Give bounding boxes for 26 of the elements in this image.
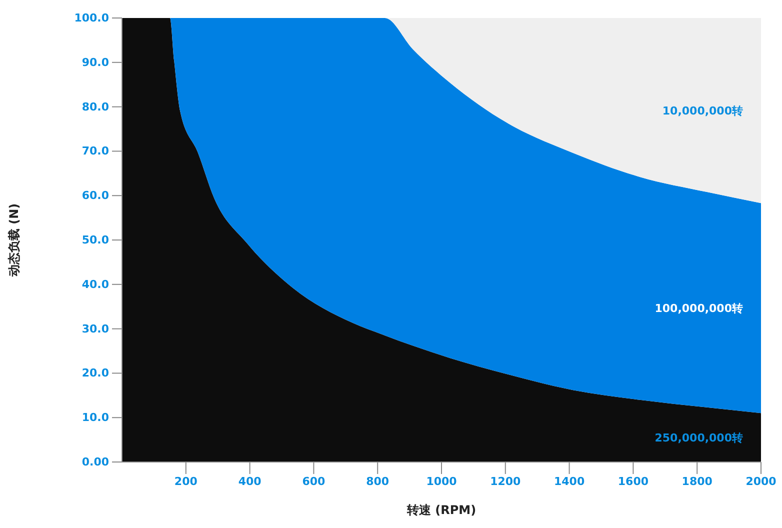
x-tick-label: 600 (302, 474, 326, 488)
y-tick-label: 30.0 (82, 322, 110, 336)
x-tick-label: 800 (366, 474, 390, 488)
y-tick-label: 20.0 (82, 366, 110, 380)
y-tick-label: 50.0 (82, 234, 110, 247)
series-label: 250,000,000转 (654, 431, 743, 444)
x-axis-title: 转速 (RPM) (406, 503, 476, 517)
x-tick-label: 400 (238, 474, 262, 488)
x-tick-label: 1600 (618, 474, 649, 488)
x-tick-label: 200 (174, 474, 198, 488)
x-tick-label: 1200 (490, 474, 522, 488)
series-label: 10,000,000转 (662, 104, 743, 118)
y-tick-label: 40.0 (82, 278, 110, 291)
series-label: 100,000,000转 (654, 302, 743, 316)
y-tick-label: 60.0 (82, 189, 110, 202)
x-tick-label: 1800 (682, 474, 713, 488)
x-tick-label: 2000 (746, 474, 777, 488)
x-tick-label: 1000 (426, 474, 458, 488)
y-tick-label: 70.0 (82, 144, 110, 158)
y-tick-label: 0.00 (82, 456, 110, 469)
y-axis-title: 动态负载 (N) (7, 203, 21, 278)
y-tick-label: 100.0 (74, 12, 110, 25)
y-tick-label: 90.0 (82, 56, 110, 69)
x-tick-label: 1400 (554, 474, 585, 488)
y-tick-label: 80.0 (82, 100, 110, 114)
y-tick-label: 10.0 (82, 411, 110, 424)
